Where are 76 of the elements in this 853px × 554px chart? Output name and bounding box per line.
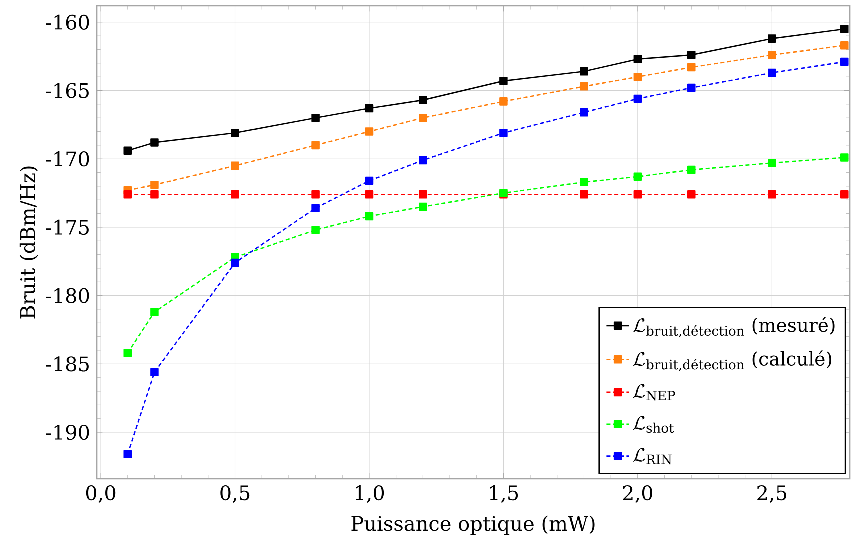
point xyxy=(687,51,696,60)
point xyxy=(124,146,132,156)
x-tick-label: 1,0 xyxy=(356,485,384,504)
point xyxy=(500,128,508,138)
point xyxy=(419,190,428,199)
y-tick-label: -185 xyxy=(46,356,89,372)
point xyxy=(150,308,159,316)
point xyxy=(768,51,776,60)
point xyxy=(634,190,642,199)
point xyxy=(312,114,320,122)
point xyxy=(580,82,588,91)
point xyxy=(124,349,132,358)
point xyxy=(580,178,588,186)
point xyxy=(419,156,428,165)
point xyxy=(768,190,776,199)
y-axis-title: Bruit (dBm/Hz) xyxy=(20,166,38,319)
point xyxy=(150,190,159,199)
point xyxy=(150,368,159,377)
point xyxy=(840,190,849,199)
point xyxy=(365,104,374,113)
point xyxy=(840,42,849,50)
point xyxy=(687,84,696,92)
x-tick-label: 0,5 xyxy=(220,485,250,504)
point xyxy=(768,68,776,78)
y-tick-label: -175 xyxy=(46,220,89,236)
point xyxy=(840,154,849,162)
point xyxy=(312,141,320,150)
point xyxy=(231,258,240,268)
point xyxy=(231,128,240,138)
point xyxy=(634,94,642,104)
point xyxy=(365,128,374,136)
point xyxy=(419,114,428,122)
x-tick-label: 1,5 xyxy=(490,485,518,504)
legend-label: $\mathcal{L}_{\text{RIN}}$ xyxy=(633,448,672,465)
point xyxy=(634,72,642,82)
point xyxy=(124,190,132,199)
legend-label: $\mathcal{L}_{\text{bruit,détection}}\ \text{(mesuré)}$ xyxy=(633,317,835,338)
point xyxy=(580,108,588,117)
point xyxy=(231,162,240,170)
point xyxy=(365,176,374,186)
y-tick-label: -190 xyxy=(46,424,90,440)
point xyxy=(634,55,642,64)
legend-label: $\mathcal{L}_{\text{bruit,détection}}\ \text{(calculé)}$ xyxy=(633,350,832,372)
point xyxy=(687,190,696,199)
point xyxy=(580,190,588,199)
x-tick-label: 2,5 xyxy=(758,485,786,504)
point xyxy=(768,159,776,168)
point xyxy=(419,202,428,212)
point xyxy=(124,450,132,459)
point xyxy=(231,190,240,199)
point xyxy=(768,34,776,43)
point xyxy=(840,58,849,66)
y-tick-label: -160 xyxy=(46,14,90,30)
x-tick-label: 0,0 xyxy=(86,485,116,504)
point xyxy=(634,172,642,182)
point xyxy=(312,204,320,212)
point xyxy=(500,77,508,86)
point xyxy=(150,138,159,147)
point xyxy=(840,25,849,34)
y-tick-label: -170 xyxy=(46,152,90,167)
point xyxy=(365,212,374,221)
legend-label: $\mathcal{L}_{\text{shot}}$ xyxy=(633,416,674,434)
y-tick-label: -180 xyxy=(46,288,90,304)
point xyxy=(312,190,320,199)
point xyxy=(419,96,428,104)
x-axis-title: Puissance optique (mW) xyxy=(352,516,595,536)
point xyxy=(687,166,696,174)
y-tick-label: -165 xyxy=(46,83,89,98)
legend-label: $\mathcal{L}_{\text{NEP}}$ xyxy=(633,384,676,401)
point xyxy=(500,98,508,106)
point xyxy=(312,226,320,234)
point xyxy=(365,190,374,199)
point xyxy=(580,67,588,76)
point xyxy=(150,180,159,190)
point xyxy=(687,63,696,72)
x-tick-label: 2,0 xyxy=(623,485,653,504)
